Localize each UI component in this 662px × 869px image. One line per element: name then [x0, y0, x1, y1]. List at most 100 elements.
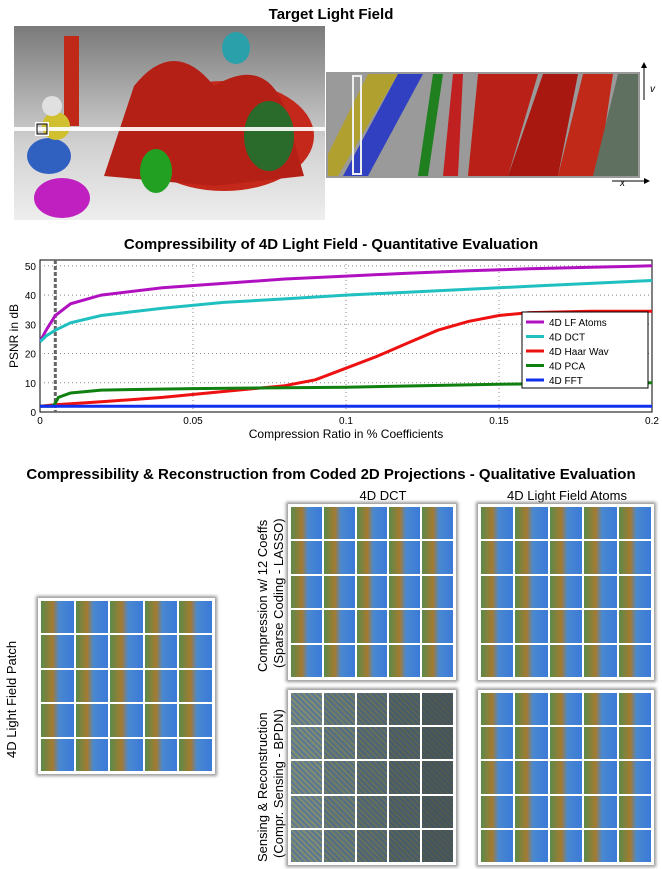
patch-tile	[549, 610, 583, 643]
patch-tile	[584, 693, 617, 726]
patch-tile	[515, 610, 548, 643]
x-tick-label: 0.05	[183, 416, 203, 427]
patch-tile	[75, 669, 109, 703]
patch-tile	[549, 575, 583, 609]
legend-label: 4D LF Atoms	[549, 318, 607, 329]
epi-illustration	[328, 74, 638, 176]
patch-tile	[584, 795, 617, 828]
patch-tile	[481, 727, 514, 760]
patch-tile	[291, 761, 322, 794]
patch-tile	[515, 795, 548, 828]
patch-marker-inner	[36, 123, 48, 135]
patch-tile	[389, 610, 421, 643]
patch-tile	[515, 575, 548, 609]
patch-tile	[584, 507, 617, 540]
patch-tile	[584, 727, 617, 760]
patch-tile	[75, 635, 109, 668]
patch-tile	[549, 693, 583, 726]
patch-tile	[422, 795, 453, 828]
patch-tile	[356, 507, 388, 540]
patch-tile	[422, 541, 453, 574]
scanline	[14, 127, 325, 131]
patch-tile	[515, 761, 548, 794]
patch-tile	[144, 738, 178, 771]
patch-tile	[549, 507, 583, 540]
patch-tile	[323, 829, 355, 862]
patch-tile	[75, 601, 109, 634]
patch-tile	[389, 795, 421, 828]
patch-tile	[515, 644, 548, 677]
row-label-compression-1: Compression w/ 12 Coeffs	[255, 519, 270, 672]
y-tick-label: 20	[25, 350, 37, 361]
patch-tile	[41, 601, 74, 634]
patch-tile	[110, 669, 143, 703]
magenta-bunny	[34, 178, 90, 218]
patch-tile	[323, 761, 355, 794]
patch-tile	[515, 507, 548, 540]
patch-tile	[618, 644, 651, 677]
patch-tile	[389, 693, 421, 726]
patch-tile	[323, 610, 355, 643]
patch-tile	[481, 575, 514, 609]
patch-tile	[584, 761, 617, 794]
epi-window	[352, 75, 362, 175]
patch-tile	[323, 575, 355, 609]
row-label-sensing-2: (Compr. Sensing - BPDN)	[271, 709, 286, 858]
tree	[244, 101, 294, 171]
patch-tile	[323, 795, 355, 828]
patch-tile	[179, 738, 212, 771]
x-tick-label: 0	[37, 416, 43, 427]
patch-tile	[515, 727, 548, 760]
y-tick-label: 0	[30, 408, 36, 419]
epi-crop	[326, 72, 640, 178]
row-label-compression-2: (Sparse Coding - LASSO)	[271, 518, 286, 668]
patch-tile	[481, 541, 514, 574]
patch-tile	[291, 727, 322, 760]
patch-tile	[41, 704, 74, 737]
patch-tile	[291, 693, 322, 726]
patch-tile	[422, 761, 453, 794]
patch-tile	[549, 541, 583, 574]
patch-tile	[75, 738, 109, 771]
chart-title: Compressibility of 4D Light Field - Quan…	[123, 236, 539, 253]
patch-tile	[41, 669, 74, 703]
patch-tile	[291, 575, 322, 609]
patch-tile	[389, 761, 421, 794]
patch-tile	[549, 795, 583, 828]
patch-tile	[618, 575, 651, 609]
patch-tile	[481, 610, 514, 643]
x-tick-label: 0.1	[339, 416, 353, 427]
dct-sensing-grid	[288, 690, 456, 865]
patch-tile	[584, 575, 617, 609]
patch-tile	[389, 575, 421, 609]
patch-tile	[481, 693, 514, 726]
patch-tile	[618, 727, 651, 760]
patch-tile	[179, 704, 212, 737]
row-label-sensing-1: Sensing & Reconstruction	[255, 712, 270, 862]
patch-tile	[584, 610, 617, 643]
patch-tile	[356, 761, 388, 794]
patch-tile	[618, 795, 651, 828]
x-axis-title: Compression Ratio in % Coefficients	[249, 427, 444, 441]
row-label-patch: 4D Light Field Patch	[4, 640, 19, 758]
column-header-atoms: 4D Light Field Atoms	[507, 488, 627, 503]
patch-tile	[356, 541, 388, 574]
patch-tile	[323, 644, 355, 677]
section3-title: Compressibility & Reconstruction from Co…	[26, 466, 636, 483]
patch-tile	[618, 829, 651, 862]
patch-tile	[41, 738, 74, 771]
scene-illustration	[14, 32, 325, 218]
patch-tile	[144, 704, 178, 737]
patch-tile	[422, 644, 453, 677]
green-bunny	[140, 149, 172, 193]
patch-tile	[75, 704, 109, 737]
atoms-sensing-grid	[478, 690, 654, 865]
patch-tile	[549, 761, 583, 794]
patch-tile	[110, 635, 143, 668]
patch-tile	[110, 738, 143, 771]
patch-tile	[179, 601, 212, 634]
patch-tile	[110, 704, 143, 737]
patch-tile	[144, 635, 178, 668]
series-line-4d-lf-atoms	[38, 264, 653, 343]
patch-tile	[144, 669, 178, 703]
